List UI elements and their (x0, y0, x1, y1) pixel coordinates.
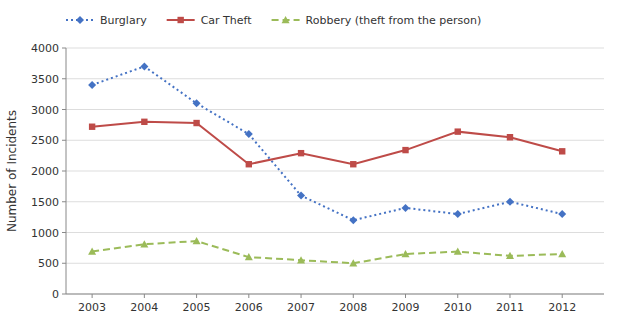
x-tick-label: 2005 (183, 301, 211, 314)
x-tick (353, 294, 354, 298)
grid-line (66, 294, 604, 295)
series-marker (89, 124, 95, 130)
y-axis-line (66, 48, 67, 294)
series-marker (349, 216, 357, 224)
legend-label: Robbery (theft from the person) (306, 14, 482, 27)
y-tick-label: 2000 (31, 165, 59, 178)
series-marker (506, 252, 514, 259)
x-tick (92, 294, 93, 298)
series-marker (454, 248, 462, 255)
series-group (88, 62, 566, 266)
legend-label: Car Theft (201, 14, 253, 27)
y-tick (62, 171, 66, 172)
grid-line (66, 171, 604, 172)
grid-line (66, 232, 604, 233)
x-axis-line (66, 294, 604, 295)
x-tick (457, 294, 458, 298)
series-marker (88, 248, 96, 255)
x-tick-label: 2011 (496, 301, 524, 314)
series-marker (402, 147, 408, 153)
x-tick-label: 2008 (339, 301, 367, 314)
series-marker (193, 120, 199, 126)
y-tick-label: 4000 (31, 42, 59, 55)
y-tick (62, 232, 66, 233)
grid-line (66, 78, 604, 79)
x-tick (301, 294, 302, 298)
x-tick (248, 294, 249, 298)
grid (66, 48, 604, 294)
series-marker (246, 161, 252, 167)
series-marker (559, 148, 565, 154)
y-tick-label: 3000 (31, 104, 59, 117)
x-tick (562, 294, 563, 298)
series-marker (507, 134, 513, 140)
grid-line (66, 48, 604, 49)
x-tick-label: 2003 (78, 301, 106, 314)
x-tick-label: 2012 (548, 301, 576, 314)
series-marker (454, 210, 462, 218)
series-marker (349, 259, 357, 266)
series-marker (455, 128, 461, 134)
x-tick (144, 294, 145, 298)
x-tick (196, 294, 197, 298)
x-tick-label: 2009 (392, 301, 420, 314)
y-tick (62, 263, 66, 264)
y-axis-label: Number of Incidents (5, 110, 19, 232)
y-tick (62, 78, 66, 79)
series-marker (558, 250, 566, 257)
series-line (92, 66, 562, 220)
y-tick-label: 1500 (31, 196, 59, 209)
legend-label: Burglary (100, 14, 147, 27)
series-marker (245, 253, 253, 260)
y-tick (62, 109, 66, 110)
series-marker (297, 256, 305, 263)
series-line (92, 241, 562, 263)
x-tick (405, 294, 406, 298)
series-marker (140, 62, 148, 70)
series-marker (88, 81, 96, 89)
series-marker (350, 161, 356, 167)
legend: Burglary Car Theft Robbery (theft from the… (66, 14, 481, 27)
series-marker (193, 237, 201, 244)
legend-marker (177, 17, 183, 23)
y-tick (62, 201, 66, 202)
series-marker (506, 198, 514, 206)
y-tick (62, 140, 66, 141)
axes: 0 500 1000 1500 2000 2500 3000 3500 4000 2003 2004… (31, 42, 604, 314)
series-marker (402, 250, 410, 257)
series-marker (141, 119, 147, 125)
y-tick-label: 0 (52, 288, 59, 301)
series-marker (245, 130, 253, 138)
grid-line (66, 109, 604, 110)
series-marker (558, 210, 566, 218)
chart: 0 500 1000 1500 2000 2500 3000 3500 4000 2003 2004… (0, 0, 620, 324)
x-tick (509, 294, 510, 298)
grid-line (66, 201, 604, 202)
x-tick-label: 2006 (235, 301, 263, 314)
legend-marker (282, 16, 290, 23)
x-tick-label: 2010 (444, 301, 472, 314)
y-tick-label: 3500 (31, 73, 59, 86)
series-marker (193, 99, 201, 107)
y-tick-label: 1000 (31, 227, 59, 240)
y-tick-label: 2500 (31, 134, 59, 147)
series-marker (297, 192, 305, 200)
legend-marker (76, 16, 84, 24)
series-line (92, 122, 562, 164)
series-marker (402, 204, 410, 212)
x-tick-label: 2007 (287, 301, 315, 314)
x-tick-label: 2004 (130, 301, 158, 314)
y-tick-label: 500 (38, 257, 59, 270)
y-tick (62, 294, 66, 295)
series-marker (140, 240, 148, 247)
series-marker (298, 150, 304, 156)
y-tick (62, 48, 66, 49)
